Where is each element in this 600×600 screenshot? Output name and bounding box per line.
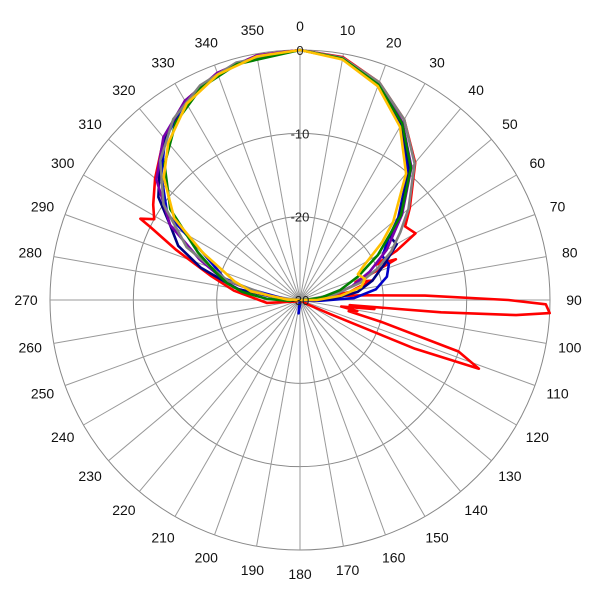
angle-tick-label: 200	[195, 550, 219, 566]
angle-tick-label: 40	[468, 82, 484, 98]
grid-spoke-230	[108, 299, 301, 462]
angle-tick-label: 190	[241, 562, 265, 578]
series-line-6	[162, 48, 408, 302]
angle-tick-label: 320	[112, 82, 136, 98]
angle-tick-label: 60	[530, 155, 546, 171]
angle-tick-label: 270	[14, 292, 38, 308]
grid-spoke-110	[299, 299, 536, 386]
grid-spoke-220	[138, 299, 301, 492]
angle-tick-label: 160	[382, 550, 406, 566]
angle-tick-label: 120	[526, 429, 550, 445]
grid-spoke-40	[299, 108, 462, 301]
series-layer	[139, 48, 551, 370]
angle-tick-label: 80	[562, 244, 578, 260]
grid-spoke-120	[299, 299, 517, 426]
angle-tick-label: 20	[386, 35, 402, 51]
angle-tick-label: 310	[78, 116, 102, 132]
grid-spoke-260	[53, 299, 301, 344]
grid-spoke-200	[214, 299, 301, 536]
grid-spoke-290	[64, 214, 301, 301]
angle-tick-label: 180	[288, 566, 312, 582]
grid-spoke-50	[299, 138, 492, 301]
angle-tick-label: 240	[51, 429, 75, 445]
grid-spoke-350	[256, 53, 301, 301]
grid-spoke-150	[299, 299, 426, 517]
grid-spoke-240	[83, 299, 301, 426]
grid-spoke-160	[299, 299, 386, 536]
grid-spoke-20	[299, 64, 386, 301]
angle-tick-label: 350	[241, 22, 265, 38]
angle-tick-label: 300	[51, 155, 75, 171]
angle-tick-label: 250	[31, 386, 55, 402]
grid-spoke-330	[174, 83, 301, 301]
label-layer: 0 -10 -20 -30 0 10 20 30 40 50 60 70 80 90 100 110 120 13…	[14, 18, 582, 582]
angle-tick-label: 110	[546, 386, 569, 402]
grid-spoke-140	[299, 299, 462, 492]
grid-spoke-60	[299, 174, 517, 301]
series-line-5	[163, 48, 413, 303]
angle-tick-label: 280	[19, 244, 43, 260]
angle-tick-label: 290	[31, 198, 55, 214]
grid-spoke-10	[299, 53, 344, 301]
angle-tick-label: 170	[336, 562, 360, 578]
grid-spoke-210	[174, 299, 301, 517]
angle-tick-label: 30	[429, 55, 445, 71]
angle-tick-label: 130	[498, 468, 522, 484]
angle-tick-label: 260	[19, 340, 43, 356]
angle-tick-label: 70	[550, 198, 566, 214]
angle-tick-label: 140	[464, 502, 488, 518]
series-line-0	[139, 48, 551, 370]
grid-spoke-130	[299, 299, 492, 462]
angle-tick-label: 330	[151, 55, 175, 71]
radial-tick-label: -10	[291, 126, 310, 141]
angle-tick-label: 10	[340, 22, 356, 38]
angle-tick-label: 210	[151, 529, 175, 545]
angle-tick-label: 0	[296, 18, 304, 34]
angle-tick-label: 100	[558, 340, 582, 356]
angle-tick-label: 230	[78, 468, 102, 484]
grid-spoke-340	[214, 64, 301, 301]
radial-tick-label: -20	[291, 210, 310, 225]
angle-tick-label: 340	[195, 35, 219, 51]
grid-spoke-170	[299, 299, 344, 547]
angle-tick-label: 150	[425, 529, 449, 545]
radial-tick-label: -30	[291, 293, 310, 308]
angle-tick-label: 50	[502, 116, 518, 132]
grid-spoke-190	[256, 299, 301, 547]
radial-tick-label: 0	[296, 43, 303, 58]
angle-tick-label: 90	[566, 292, 582, 308]
grid-spoke-310	[108, 138, 301, 301]
angle-tick-label: 220	[112, 502, 136, 518]
grid-spoke-70	[299, 214, 536, 301]
grid-spoke-250	[64, 299, 301, 386]
